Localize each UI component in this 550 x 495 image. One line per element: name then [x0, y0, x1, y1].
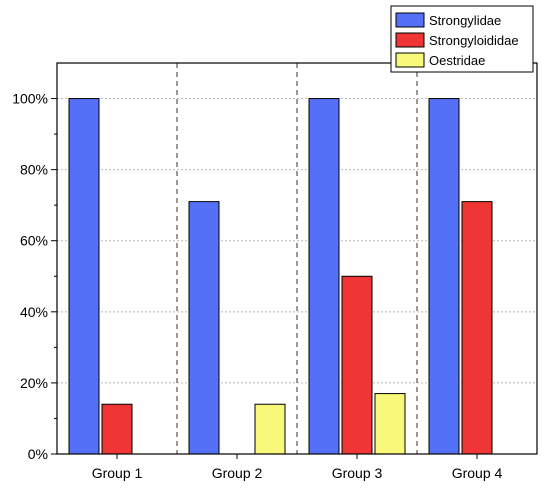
legend: Strongylidae Strongyloididae Oestridae	[390, 5, 534, 73]
legend-swatch	[395, 32, 425, 48]
y-tick-label: 60%	[20, 233, 48, 249]
bar-strongyloididae-group-4	[461, 201, 493, 455]
bar-strongyloididae-group-1	[101, 403, 133, 455]
axes-layer: 0% 20% 40% 60% 80% 100% Group 1 Group 2 Group 3 G…	[12, 62, 538, 481]
bar-strongyloididae-group-3	[341, 275, 373, 455]
x-tick-label: Group 4	[452, 465, 503, 481]
y-tick-label: 20%	[20, 375, 48, 391]
group-separators	[176, 63, 418, 454]
plot-frame	[56, 62, 538, 455]
legend-label: Oestridae	[429, 53, 485, 68]
x-tick-label: Group 1	[92, 465, 143, 481]
x-tick-label: Group 2	[212, 465, 263, 481]
x-tick-label: Group 3	[332, 465, 383, 481]
bar-oestridae-group-2	[254, 403, 286, 455]
y-tick-label: 40%	[20, 304, 48, 320]
bar-oestridae-group-3	[374, 393, 406, 455]
y-tick-label: 0%	[28, 446, 48, 462]
legend-swatch	[395, 52, 425, 68]
y-tick-label: 100%	[12, 91, 48, 107]
legend-label: Strongyloididae	[429, 33, 519, 48]
bar-strongylidae-group-2	[188, 201, 220, 455]
legend-label: Strongylidae	[429, 13, 501, 28]
bars-layer	[68, 98, 493, 455]
bar-strongylidae-group-3	[308, 98, 340, 455]
bar-strongylidae-group-4	[428, 98, 460, 455]
bar-strongylidae-group-1	[68, 98, 100, 455]
y-tick-label: 80%	[20, 162, 48, 178]
legend-swatch	[395, 12, 425, 28]
